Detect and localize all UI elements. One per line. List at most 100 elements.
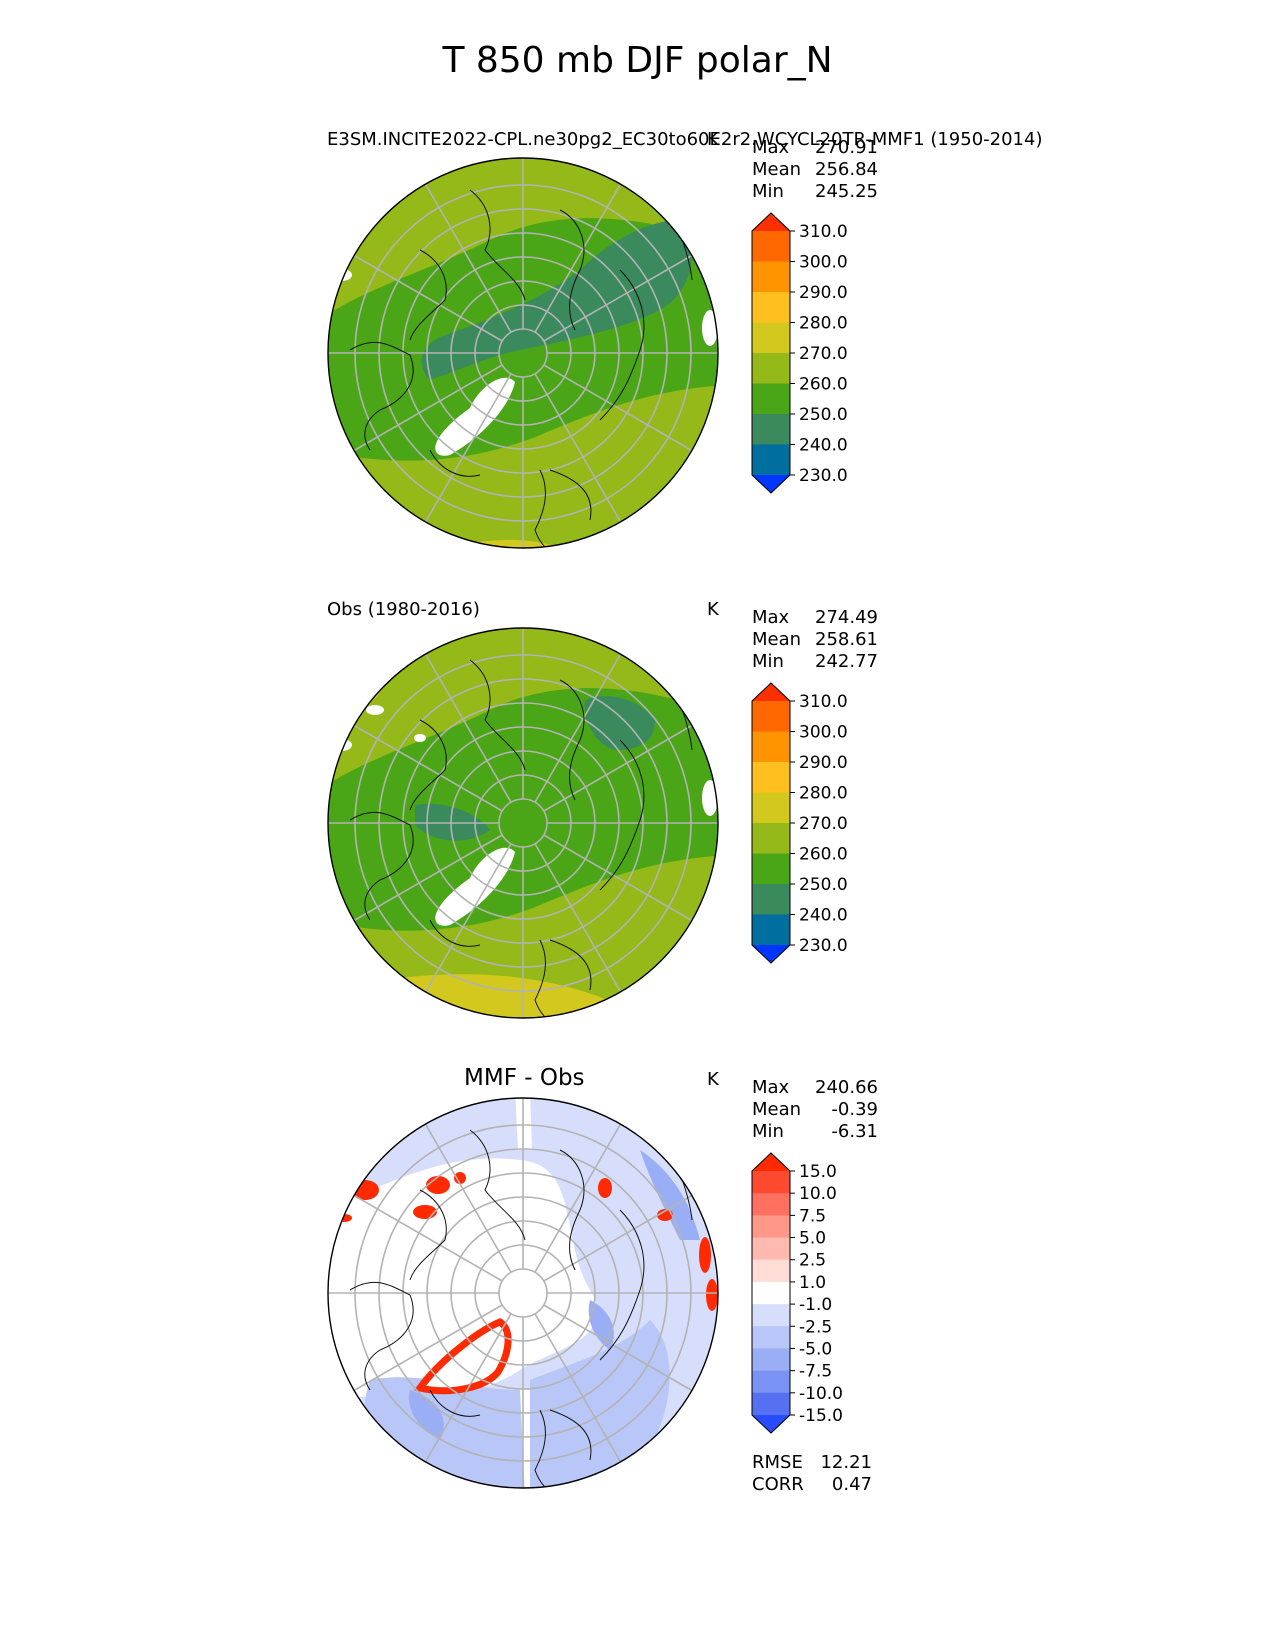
meridian-line [424, 1123, 512, 1273]
colorbar-swatch [752, 261, 790, 293]
polar-map-obs [327, 627, 719, 1019]
meridian-line [534, 843, 622, 993]
colorbar-swatch [752, 292, 790, 324]
map-boundary [327, 157, 719, 549]
panel-obs-units: K [707, 599, 719, 620]
stat-row: Max 274.49 [752, 607, 878, 629]
field-region [409, 1390, 444, 1440]
coastline [349, 811, 414, 921]
stat-label: Max [752, 1077, 790, 1098]
coastline [429, 449, 481, 477]
colorbar-tick-label: 310.0 [799, 222, 848, 242]
coastline [559, 209, 585, 331]
meridian-line [534, 183, 622, 333]
greenland-mask [435, 847, 515, 926]
colorbar-model: 310.0 300.0 290.0 280.0 270.0 260.0 250.0 240.0… [751, 212, 848, 494]
coastline [469, 1129, 526, 1241]
colorbar-tick-label: 290.0 [799, 283, 848, 303]
map-field [328, 628, 718, 1018]
coastline [409, 249, 447, 341]
metric-label: CORR [752, 1474, 804, 1495]
meridian-line [534, 1313, 622, 1463]
stat-value: 270.91 [815, 137, 878, 158]
coastline [534, 1409, 556, 1488]
meridian-line [534, 373, 622, 523]
colorbar-extend-min [752, 945, 790, 963]
colorbar-swatch [752, 383, 790, 415]
polar-map-difference [327, 1097, 719, 1489]
stat-row: Mean 258.61 [752, 629, 878, 651]
meridian-line [543, 1194, 693, 1282]
panel-diff-title: MMF - Obs [464, 1065, 585, 1091]
coastlines [349, 1129, 693, 1488]
metric-label: RMSE [752, 1452, 803, 1473]
stat-label: Min [752, 651, 784, 672]
colorbar-swatch [752, 1304, 790, 1327]
meridian-line [353, 834, 503, 922]
colorbar-tick-label: 260.0 [799, 845, 848, 865]
map-boundary [327, 1097, 719, 1489]
colorbar-tick-label: 300.0 [799, 253, 848, 273]
meridian-line [534, 653, 622, 803]
stat-label: Min [752, 1121, 784, 1142]
panel-diff-stats: Max 240.66 Mean -0.39 Min -6.31 [752, 1077, 878, 1143]
stat-value: 258.61 [815, 629, 878, 650]
coastline [429, 919, 481, 947]
coastline [549, 1409, 592, 1461]
metric-row: RMSE 12.21 [752, 1452, 872, 1474]
colorbar-tick-label: 310.0 [799, 692, 848, 712]
meridian-line [353, 724, 503, 812]
colorbar-swatch [752, 1392, 790, 1416]
colorbar-swatch [752, 1370, 790, 1394]
colorbar-obs: 310.0 300.0 290.0 280.0 270.0 260.0 250.0 240.0… [751, 682, 848, 964]
meridian-line [543, 1304, 693, 1392]
map-boundary [327, 627, 719, 1019]
colorbar-extend-max [752, 683, 790, 701]
stat-row: Max 240.66 [752, 1077, 878, 1099]
stat-value: 242.77 [815, 651, 878, 672]
coastline [429, 1389, 481, 1417]
colorbar-tick-label: -7.5 [799, 1362, 832, 1382]
coastline [549, 939, 592, 991]
colorbar-tick-label: 15.0 [799, 1162, 837, 1182]
stat-label: Max [752, 607, 790, 628]
graticule [328, 628, 718, 1018]
panel-model-units: K [707, 129, 719, 150]
coastline [409, 719, 447, 811]
field-region [640, 1150, 700, 1240]
field-region [421, 220, 692, 380]
colorbar-difference: 15.010.07.5 5.02.51.0-1.0-2.5-5.0 -7.5-10.… [751, 1152, 843, 1434]
metric-value: 0.47 [831, 1474, 872, 1495]
coastline [599, 1209, 645, 1361]
colorbar-swatch [752, 853, 790, 885]
stat-row: Min 245.25 [752, 181, 878, 203]
colorbar-swatch [752, 1171, 790, 1194]
panel-model-stats: Max 270.91 Mean 256.84 Min 245.25 [752, 137, 878, 203]
colorbar-swatch [752, 353, 790, 385]
missing-data-mask [702, 310, 718, 346]
figure-title: T 850 mb DJF polar_N [442, 40, 833, 81]
stat-row: Min 242.77 [752, 651, 878, 673]
stat-value: 256.84 [815, 159, 878, 180]
meridian-line [424, 183, 512, 333]
colorbar-tick-label: 1.0 [799, 1273, 826, 1293]
missing-data-mask [414, 734, 426, 742]
colorbar-tick-label: 240.0 [799, 436, 848, 456]
meridian-line [534, 1123, 622, 1273]
coastlines [349, 659, 693, 1018]
stat-row: Min -6.31 [752, 1121, 878, 1143]
colorbar-tick-label: 250.0 [799, 405, 848, 425]
stat-value: 245.25 [815, 181, 878, 202]
coastlines [349, 189, 693, 548]
colorbar-tick-label: 2.5 [799, 1251, 826, 1271]
meridian-line [424, 843, 512, 993]
meridian-line [353, 254, 503, 342]
colorbar-swatch [752, 731, 790, 763]
colorbar-tick-label: -1.0 [799, 1295, 832, 1315]
colorbar-tick-label: 260.0 [799, 375, 848, 395]
colorbar-tick-label: -10.0 [799, 1384, 843, 1404]
stat-label: Mean [752, 1099, 802, 1120]
metric-row: CORR 0.47 [752, 1474, 872, 1496]
meridian-line [543, 834, 693, 922]
positive-anomaly-spot [426, 1176, 450, 1194]
